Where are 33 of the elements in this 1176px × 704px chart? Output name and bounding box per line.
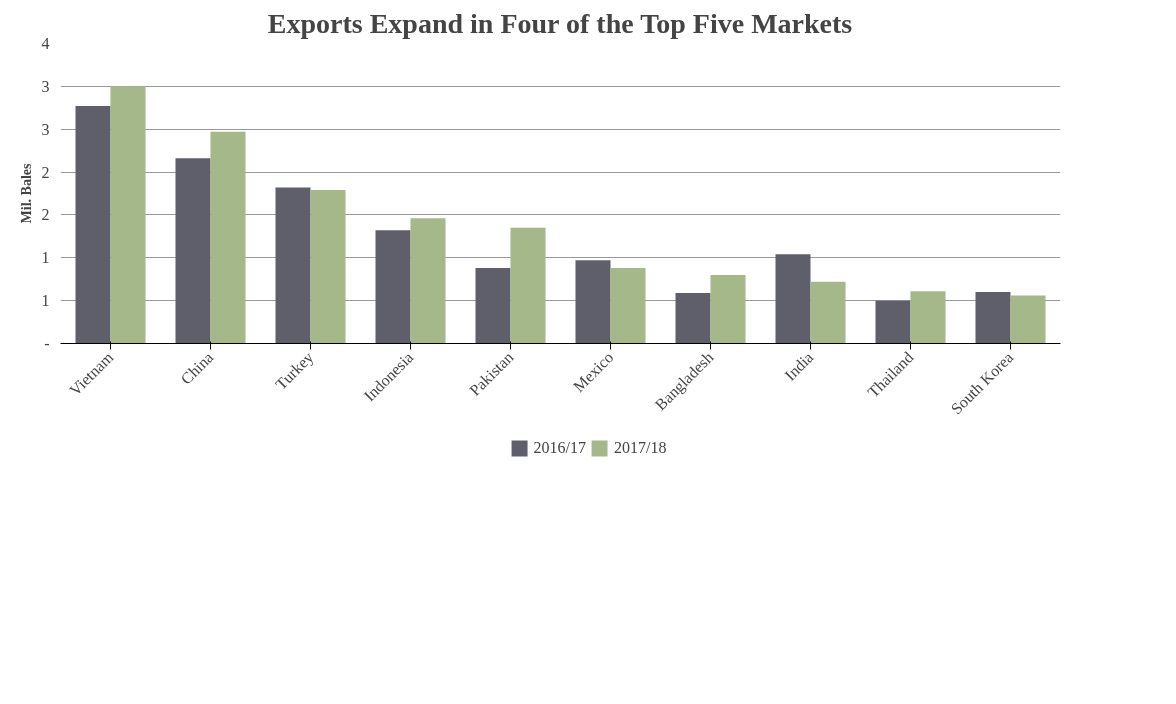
y-tick-label: 2	[41, 206, 50, 224]
bar	[575, 260, 611, 344]
y-tick-label: 1	[41, 292, 50, 310]
y-tick-label: 4	[41, 35, 50, 52]
y-tick-label: 1	[41, 249, 50, 267]
bar	[875, 300, 911, 344]
bar	[310, 190, 346, 344]
legend-label: 2017/18	[614, 439, 667, 457]
y-tick-label: 3	[41, 77, 50, 95]
bar	[475, 268, 511, 344]
bar	[110, 86, 146, 344]
bar	[910, 291, 946, 344]
legend-label: 2016/17	[533, 439, 586, 457]
bar	[175, 158, 211, 344]
bar	[675, 292, 711, 344]
bar	[510, 227, 546, 344]
x-tick-label: India	[781, 348, 817, 384]
y-tick-label: -	[44, 335, 50, 352]
chart-title: Exports Expand in Four of the Top Five Markets	[267, 7, 853, 39]
bar	[75, 106, 111, 344]
y-axis-title: Mil. Bales	[18, 163, 34, 224]
bar	[710, 274, 746, 344]
bar	[1010, 295, 1046, 344]
bar	[375, 230, 411, 344]
bar	[810, 281, 846, 344]
bar	[975, 292, 1011, 344]
y-tick-label: 3	[41, 120, 50, 138]
bar	[275, 187, 311, 344]
bar	[775, 254, 811, 344]
bar	[610, 268, 646, 344]
bar	[210, 131, 246, 344]
y-tick-label: 2	[41, 163, 50, 181]
bar	[410, 218, 446, 344]
